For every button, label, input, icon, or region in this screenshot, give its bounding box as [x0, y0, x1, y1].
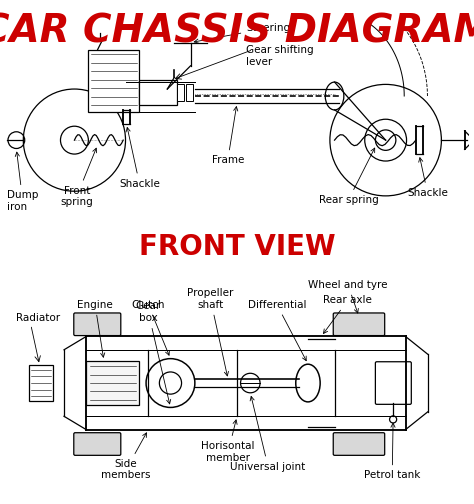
Text: Gear shifting
lever: Gear shifting lever [246, 45, 314, 67]
FancyBboxPatch shape [333, 313, 385, 336]
FancyBboxPatch shape [86, 361, 139, 405]
Text: Frame: Frame [211, 107, 244, 165]
Text: Universal joint: Universal joint [230, 397, 306, 472]
Text: Differential: Differential [248, 300, 306, 361]
FancyBboxPatch shape [74, 433, 121, 455]
FancyBboxPatch shape [333, 433, 385, 455]
FancyBboxPatch shape [177, 84, 183, 101]
Text: Wheel and tyre: Wheel and tyre [308, 280, 388, 313]
Text: Side
members: Side members [101, 433, 151, 480]
Text: Shackle: Shackle [407, 158, 448, 198]
Text: Front
spring: Front spring [60, 148, 97, 207]
Text: Rear spring: Rear spring [319, 148, 378, 205]
Circle shape [390, 416, 397, 423]
Text: Shackle: Shackle [119, 128, 160, 188]
FancyBboxPatch shape [186, 84, 193, 101]
Text: Clutch: Clutch [132, 300, 169, 355]
Text: Petrol tank: Petrol tank [364, 423, 420, 480]
Text: CAR CHASSIS DIAGRAM: CAR CHASSIS DIAGRAM [0, 13, 474, 50]
Text: Rear axle: Rear axle [323, 295, 372, 334]
Text: Dump
iron: Dump iron [7, 152, 38, 212]
FancyBboxPatch shape [74, 313, 121, 336]
FancyBboxPatch shape [139, 80, 177, 105]
FancyBboxPatch shape [88, 49, 139, 112]
Text: Propeller
shaft: Propeller shaft [187, 288, 234, 376]
Text: Engine: Engine [77, 300, 113, 357]
Text: Horisontal
member: Horisontal member [201, 420, 255, 463]
FancyBboxPatch shape [28, 365, 53, 401]
Text: Radiator: Radiator [16, 313, 60, 323]
FancyBboxPatch shape [375, 362, 411, 404]
Text: Gear
box: Gear box [136, 301, 171, 404]
Text: FRONT VIEW: FRONT VIEW [139, 233, 335, 261]
Text: Steering: Steering [194, 23, 291, 43]
